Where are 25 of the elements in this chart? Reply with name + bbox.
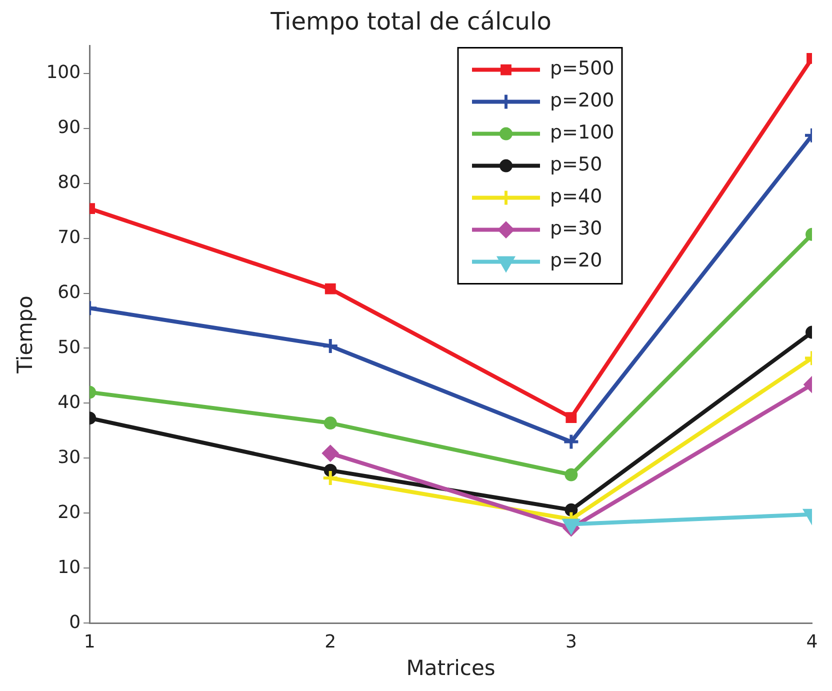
x-tick-label: 2 bbox=[324, 632, 336, 653]
y-tick-label: 60 bbox=[58, 282, 81, 303]
x-axis-title: Matrices bbox=[406, 656, 496, 680]
y-tick-label: 0 bbox=[69, 612, 81, 633]
legend-label: p=30 bbox=[550, 218, 602, 240]
legend-label: p=40 bbox=[550, 186, 602, 208]
x-tick-label: 1 bbox=[84, 632, 96, 653]
chart-title: Tiempo total de cálculo bbox=[270, 8, 552, 36]
legend-label: p=50 bbox=[550, 154, 602, 176]
y-tick-label: 100 bbox=[46, 62, 81, 83]
y-axis-title: Tiempo bbox=[13, 296, 38, 374]
x-tick-label: 4 bbox=[806, 632, 818, 653]
legend-label: p=200 bbox=[550, 90, 614, 112]
y-tick-label: 50 bbox=[58, 336, 81, 358]
y-tick-label: 90 bbox=[58, 116, 81, 138]
legend-label: p=500 bbox=[550, 58, 614, 80]
y-tick-label: 30 bbox=[58, 446, 81, 468]
y-tick-label: 20 bbox=[58, 502, 81, 523]
legend-label: p=20 bbox=[550, 250, 602, 272]
x-tick-label: 3 bbox=[565, 632, 577, 653]
legend-label: p=100 bbox=[550, 122, 614, 144]
y-tick-label: 40 bbox=[58, 392, 81, 413]
y-tick-label: 70 bbox=[58, 226, 81, 248]
y-tick-label: 80 bbox=[58, 172, 81, 193]
y-tick-label: 10 bbox=[58, 556, 81, 578]
